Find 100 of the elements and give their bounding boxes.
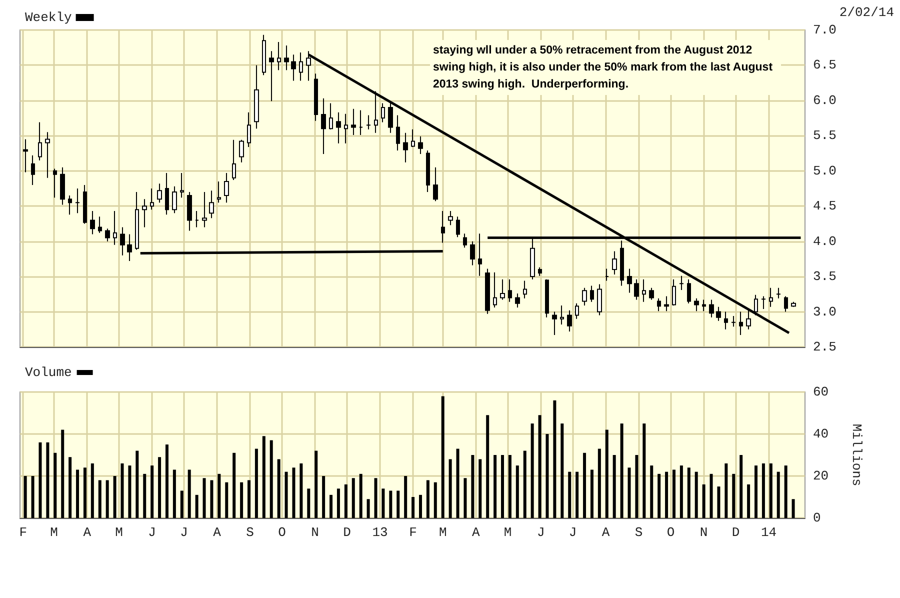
candlestick [515,292,520,308]
candlestick [500,278,505,300]
candlestick [448,210,453,226]
bar [180,490,184,518]
bar [576,472,579,518]
bar [501,455,504,518]
candlestick [642,278,646,302]
candlestick [694,298,699,312]
candlestick [411,128,415,148]
bar [106,480,109,518]
candlestick [605,268,609,282]
bar [658,474,661,518]
x-tick-label: D [732,525,740,540]
x-tick-label: M [504,525,512,540]
candlestick [291,54,296,82]
candlestick [679,275,684,290]
bar [546,434,549,518]
candlestick [45,132,50,178]
candlestick [649,287,654,300]
candlestick [508,278,512,302]
candlestick [485,268,490,314]
bar [218,474,221,518]
bar [284,472,288,518]
x-tick-label: O [278,525,286,540]
candlestick [426,150,430,193]
bar [344,484,348,518]
candlestick [664,296,669,312]
x-tick-label: O [666,525,675,540]
candlestick [172,186,177,214]
candlestick [567,310,572,332]
y-tick-label: 20 [813,468,829,484]
y-tick-label: 3.0 [813,304,836,320]
candlestick [433,166,438,202]
bar [143,474,146,518]
bar [590,470,594,518]
x-tick-label: F [409,525,417,540]
bar [336,488,340,518]
y-tick-label: 6.0 [813,92,836,108]
candlestick [247,112,251,148]
bar [210,480,214,518]
candlestick [344,113,348,144]
bar [188,470,191,518]
candlestick [769,287,773,308]
candlestick [113,210,117,246]
candlestick [582,287,587,306]
candlestick [761,296,766,310]
candlestick [165,172,169,216]
bar [46,442,50,518]
bar [202,478,206,518]
bar [24,476,27,518]
candlestick [418,136,423,154]
x-tick-label: N [700,525,708,540]
candlestick [23,138,28,173]
candlestick [456,216,460,238]
candlestick [388,100,393,134]
candlestick [254,64,259,130]
candlestick [776,287,781,299]
candlestick [31,154,35,186]
bar [665,472,668,518]
candlestick [209,190,214,219]
bar [694,472,698,518]
bar [90,463,94,518]
bar [418,494,422,518]
x-tick-label: A [83,525,92,540]
bar [83,468,86,518]
bar [523,450,526,518]
bar [240,482,244,518]
bar [61,430,64,518]
bar [322,476,326,518]
bar [382,488,385,518]
bar [136,450,139,518]
bar [464,478,467,518]
x-tick-label: F [19,525,28,540]
candlestick [545,278,549,318]
bar [441,396,444,518]
bar [396,490,400,518]
candlestick [75,188,80,214]
candlestick [314,73,318,122]
x-tick-label: N [311,525,319,540]
candlestick [702,299,706,312]
bar [740,455,743,518]
bar [254,448,258,518]
legend-label: Volume [24,365,72,380]
bar [754,466,758,518]
candlestick [597,284,602,316]
bar [628,468,631,518]
candlestick [284,45,289,71]
bar [702,484,706,518]
candlestick [68,195,72,216]
bar [128,466,132,518]
candlestick [724,311,728,330]
bar [374,478,378,518]
bar [172,470,176,518]
bar [612,455,616,518]
candlestick [187,192,192,232]
bar [583,452,586,518]
y-tick-label: 4.5 [813,198,836,214]
bar [262,436,266,518]
candlestick [612,250,617,275]
candlestick [672,278,676,306]
